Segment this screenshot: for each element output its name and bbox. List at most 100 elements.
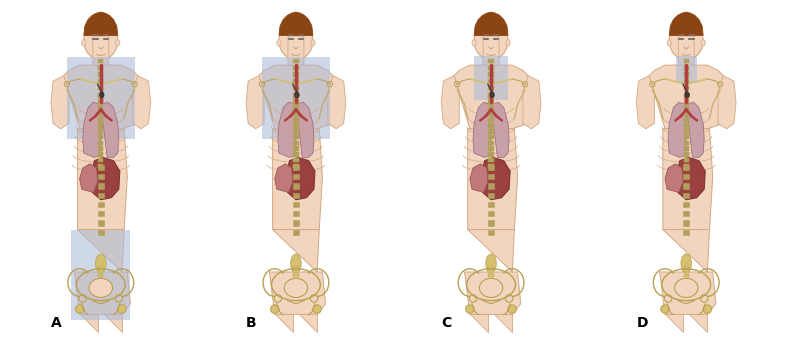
Bar [294,123,298,128]
Bar [488,183,494,188]
PathPatch shape [286,157,315,200]
Text: A: A [51,316,61,330]
Bar [98,174,104,179]
PathPatch shape [101,102,119,157]
PathPatch shape [467,129,518,230]
Bar [684,123,689,128]
Ellipse shape [284,278,308,297]
Ellipse shape [116,40,120,46]
Bar [294,152,298,157]
Ellipse shape [486,254,497,273]
Ellipse shape [490,92,494,98]
PathPatch shape [686,102,704,157]
Ellipse shape [667,40,671,46]
Bar [683,174,689,179]
Bar [683,165,689,170]
Bar [488,202,494,207]
Bar [489,106,493,111]
PathPatch shape [79,164,98,193]
Bar [98,165,104,170]
Bar [294,270,298,273]
Bar [262,57,330,139]
Bar [98,106,103,111]
Bar [489,72,493,77]
Bar [294,118,298,122]
PathPatch shape [668,102,686,157]
Ellipse shape [95,254,106,273]
Bar [489,274,493,277]
Bar [489,86,493,90]
Bar [488,165,494,170]
Ellipse shape [295,92,299,98]
Bar [293,193,299,198]
Bar [294,86,298,90]
Bar [684,86,689,90]
Bar [684,274,689,277]
PathPatch shape [467,230,515,272]
Bar [489,158,493,162]
Bar [98,220,104,225]
Bar [294,141,298,145]
Bar [684,72,689,77]
PathPatch shape [663,230,710,272]
PathPatch shape [665,314,683,333]
Ellipse shape [313,305,321,313]
Bar [675,56,696,83]
Ellipse shape [661,305,669,313]
PathPatch shape [464,272,521,314]
Ellipse shape [466,305,474,313]
Ellipse shape [290,254,301,273]
PathPatch shape [660,272,716,314]
Bar [294,158,298,162]
PathPatch shape [327,76,345,129]
Bar [684,158,689,162]
Ellipse shape [472,40,476,46]
PathPatch shape [470,164,488,193]
Bar [98,100,103,105]
PathPatch shape [133,76,150,129]
Ellipse shape [506,40,510,46]
Bar [98,112,103,116]
PathPatch shape [74,272,131,314]
PathPatch shape [79,314,98,333]
Bar [98,141,103,145]
PathPatch shape [494,314,512,333]
Bar [684,265,689,269]
Bar [294,72,298,77]
Ellipse shape [685,92,689,98]
Bar [683,230,689,235]
Bar [294,59,298,63]
Bar [67,57,135,139]
Bar [98,65,103,70]
Bar [294,265,298,269]
Bar [684,95,689,99]
Bar [294,112,298,116]
Bar [488,174,494,179]
Bar [98,202,104,207]
Bar [98,59,103,63]
Bar [489,123,493,128]
Bar [489,95,493,99]
Bar [684,93,689,97]
PathPatch shape [669,12,703,35]
Bar [293,183,299,188]
PathPatch shape [649,65,723,129]
Bar [488,220,494,225]
Bar [98,211,104,216]
Ellipse shape [271,305,279,313]
Bar [98,270,103,273]
PathPatch shape [278,102,296,157]
PathPatch shape [275,164,293,193]
PathPatch shape [454,65,528,129]
Bar [294,93,298,97]
Bar [294,79,298,83]
Bar [474,56,508,100]
FancyBboxPatch shape [93,36,109,67]
Bar [489,65,493,70]
Bar [98,135,103,139]
Ellipse shape [701,40,705,46]
Bar [489,59,493,63]
PathPatch shape [470,314,488,333]
Bar [293,174,299,179]
PathPatch shape [246,76,264,129]
